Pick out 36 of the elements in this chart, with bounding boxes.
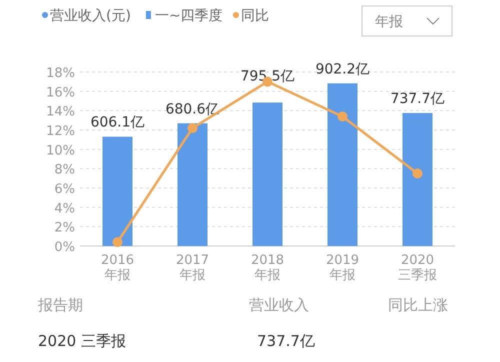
- data-label: 902.2亿: [315, 61, 370, 78]
- y-tick-label: 14%: [46, 104, 75, 120]
- x-tick-label: 2019 年报: [326, 253, 360, 283]
- text: 2020 三季报: [38, 332, 126, 350]
- x-tick-label: 2016 年报: [100, 253, 134, 283]
- y-tick-label: 2%: [54, 220, 75, 236]
- bar: [252, 102, 282, 246]
- y-tick-label: 18%: [46, 66, 75, 81]
- point: [112, 237, 122, 248]
- point: [338, 111, 348, 122]
- y-tick-label: 10%: [46, 143, 75, 158]
- x-tick-label: 2020 三季报: [398, 253, 437, 283]
- bar: [178, 123, 208, 246]
- bar: [102, 136, 132, 246]
- text: 同比上涨: [388, 296, 448, 314]
- y-tick-label: 8%: [54, 162, 75, 178]
- data-label: 737.7亿: [390, 90, 445, 107]
- legend-label: 同比: [240, 8, 269, 24]
- y-tick-label: 16%: [46, 85, 75, 100]
- y-tick-label: 4%: [54, 201, 75, 216]
- text: 年报: [375, 14, 403, 30]
- x-tick-label: 2017 年报: [176, 253, 210, 283]
- x-tick-label: 2018 年报: [250, 253, 284, 283]
- bar: [402, 112, 432, 246]
- point: [412, 168, 422, 178]
- point: [188, 123, 198, 134]
- text: 报告期: [37, 296, 83, 314]
- text: 737.7亿: [257, 332, 315, 350]
- y-tick-label: 0%: [54, 240, 75, 255]
- text: 一~四季度: [154, 8, 223, 24]
- y-tick-label: 6%: [54, 182, 75, 197]
- y-tick-label: 12%: [46, 124, 75, 139]
- text: 营业收入: [249, 296, 309, 314]
- data-label: 606.1亿: [90, 114, 145, 131]
- bar: [328, 83, 358, 246]
- legend-label: 营业收入(元): [50, 8, 131, 24]
